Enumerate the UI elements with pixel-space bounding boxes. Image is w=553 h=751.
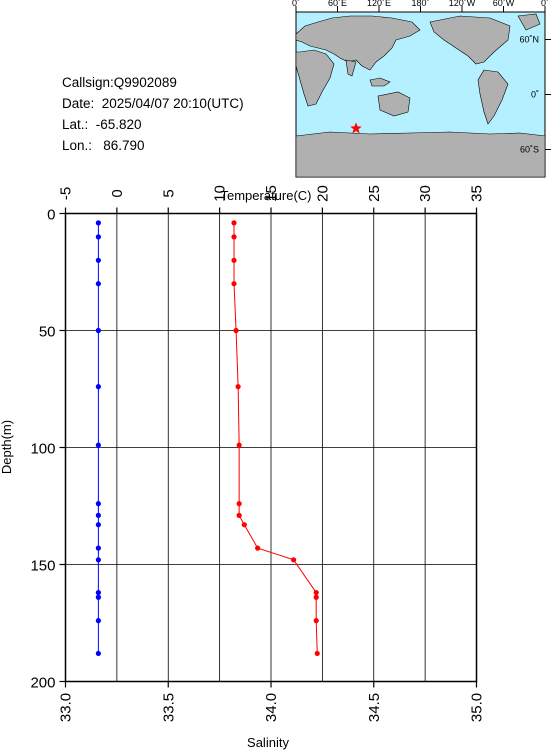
map-frame-ticks	[295, 6, 551, 150]
temperature-point	[95, 650, 101, 657]
depth-tick-label: 0	[47, 207, 55, 224]
depth-tick-label: 50	[39, 324, 56, 341]
depth-tick-label: 100	[30, 441, 55, 458]
temperature-point	[95, 501, 101, 507]
temperature-axis-title: Temperature(C)	[220, 188, 311, 203]
salinity-point	[291, 557, 297, 563]
callsign-text: Callsign:Q9902089	[62, 75, 177, 90]
temperature-point	[95, 589, 101, 596]
temperature-point	[95, 220, 101, 226]
map-longitude-labels: 0˚ 60˚E 120˚E 180˚ 120˚W 60˚W 0˚	[292, 0, 549, 8]
temperature-tick-label: -5	[58, 187, 75, 200]
salinity-point	[314, 650, 320, 657]
depth-tick-label: 200	[30, 675, 55, 692]
salinity-point	[235, 384, 241, 390]
salinity-point	[231, 257, 237, 263]
temperature-point	[95, 384, 101, 390]
temperature-point	[95, 522, 101, 528]
salinity-tick-label: 35.0	[469, 693, 486, 722]
salinity-point	[313, 589, 319, 596]
temperature-tick-label: 10	[212, 185, 229, 202]
date-text: Date: 2025/04/07 20:10(UTC)	[62, 96, 244, 111]
temperature-point	[95, 618, 101, 624]
salinity-point	[236, 501, 242, 507]
map-longitude-label: 60˚W	[493, 0, 515, 8]
temperature-point	[95, 512, 101, 518]
salinity-point	[231, 220, 237, 226]
salinity-axis: 33.0 33.5 34.0 34.5 35.0	[58, 681, 486, 722]
salinity-axis-title: Salinity	[247, 735, 289, 750]
longitude-text: Lon.: 86.790	[62, 138, 145, 153]
map-longitude-label: 60˚E	[328, 0, 347, 8]
temperature-point	[95, 557, 101, 563]
salinity-point	[231, 234, 237, 240]
salinity-tick-label: 34.5	[366, 693, 383, 722]
station-info: Callsign:Q9902089 Date: 2025/04/07 20:10…	[62, 72, 244, 156]
salinity-point	[313, 594, 319, 600]
temperature-tick-label: 25	[366, 185, 383, 202]
map-longitude-label: 0˚	[541, 0, 549, 8]
depth-tick-label: 150	[30, 558, 55, 575]
temperature-point	[95, 545, 101, 551]
salinity-point	[255, 545, 261, 551]
salinity-point	[241, 522, 247, 528]
salinity-tick-label: 33.0	[58, 693, 75, 722]
map-longitude-label: 120˚E	[367, 0, 391, 8]
temperature-tick-label: 20	[314, 185, 331, 202]
map-longitude-label: 0˚	[292, 0, 300, 8]
map-latitude-labels: 60˚N 0˚ 60˚S	[519, 35, 539, 155]
salinity-point	[236, 512, 242, 518]
temperature-axis: -5 0 5 10 15 20 25 30 35	[58, 185, 486, 214]
temperature-tick-label: 15	[263, 185, 280, 202]
temperature-point	[95, 234, 101, 240]
depth-axis: 0 50 100 150 200	[30, 207, 66, 692]
map-land	[295, 13, 546, 178]
salinity-tick-label: 34.0	[263, 693, 280, 722]
location-map: 0˚ 60˚E 120˚E 180˚ 120˚W 60˚W 0˚ 60˚N 0˚ 60˚S	[292, 0, 551, 178]
map-latitude-label: 60˚N	[519, 35, 539, 45]
salinity-tick-label: 33.5	[160, 693, 177, 722]
latitude-text: Lat.: -65.820	[62, 117, 142, 132]
temperature-tick-label: 30	[417, 185, 434, 202]
temperature-point	[95, 442, 101, 448]
salinity-line	[233, 222, 318, 654]
temperature-point	[95, 594, 101, 600]
temperature-tick-label: 35	[469, 185, 486, 202]
salinity-point	[313, 618, 319, 624]
series-layer	[95, 220, 320, 657]
chart-grid	[65, 213, 477, 682]
station-marker-icon	[350, 122, 362, 134]
temperature-point	[95, 257, 101, 263]
depth-axis-title: Depth(m)	[0, 420, 14, 474]
temperature-point	[95, 281, 101, 287]
salinity-point	[233, 327, 239, 334]
temperature-tick-label: 5	[160, 189, 177, 197]
map-latitude-label: 0˚	[531, 90, 539, 100]
temperature-tick-label: 0	[109, 189, 126, 197]
map-longitude-label: 120˚W	[449, 0, 476, 8]
temperature-point	[95, 327, 101, 334]
map-longitude-label: 180˚	[411, 0, 429, 8]
map-latitude-label: 60˚S	[520, 145, 539, 155]
salinity-point	[231, 281, 237, 287]
salinity-point	[236, 442, 242, 448]
